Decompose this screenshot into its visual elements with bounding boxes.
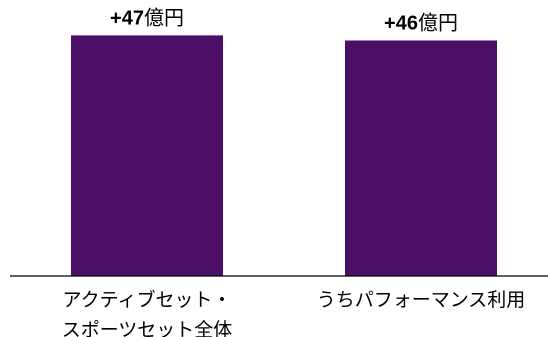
bar-0 (71, 35, 223, 276)
data-label-1: +46億円 (384, 10, 458, 34)
data-labels-group: +47億円 +46億円 (110, 5, 458, 34)
category-label-1-line-0: うちパフォーマンス利用 (317, 289, 526, 311)
category-labels-group: アクティブセット・スポーツセット全体 うちパフォーマンス利用 (62, 288, 526, 337)
category-label-0-line-0: アクティブセット・ (63, 288, 232, 311)
bars-group (71, 35, 497, 277)
bar-1 (345, 40, 497, 277)
category-label-0-line-1: スポーツセット全体 (62, 319, 233, 337)
data-label-0: +47億円 (110, 5, 184, 29)
